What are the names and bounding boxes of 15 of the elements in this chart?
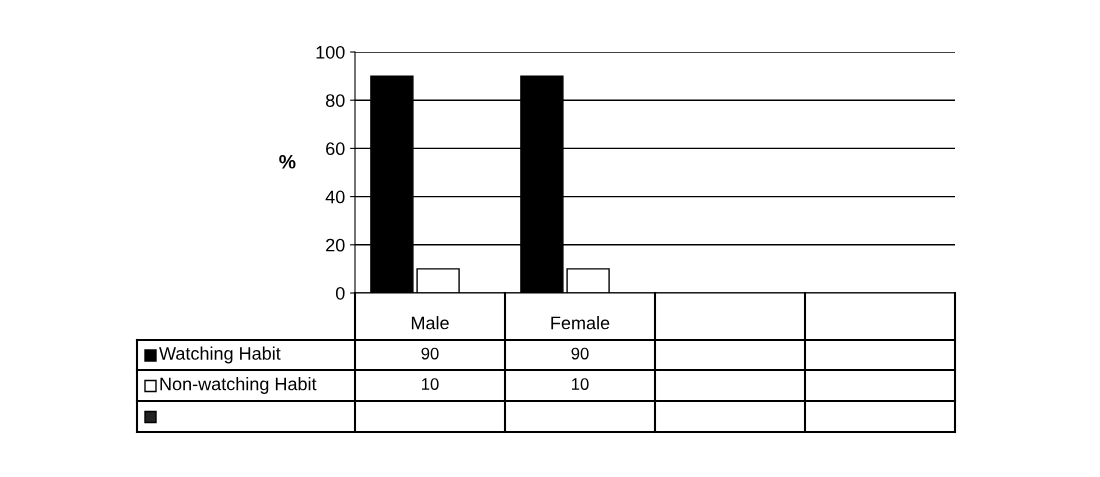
y-tick-label: 0 (335, 286, 345, 300)
y-tick-label: 80 (325, 94, 345, 107)
y-tick-label: 40 (325, 190, 345, 204)
data-label: 90 (571, 347, 589, 360)
data-label: 10 (572, 378, 589, 390)
y-axis-title: % (279, 154, 296, 169)
x-tick-label: Male (411, 316, 449, 330)
data-label: 90 (421, 347, 439, 360)
y-tick-label: 100 (316, 45, 345, 59)
y-tick-label: 60 (326, 142, 345, 156)
x-tick-label: Female (551, 316, 610, 330)
y-tick-label: 20 (326, 238, 345, 252)
legend-label: Watching Habit (159, 346, 281, 364)
legend-label: Non-watching Habit (160, 377, 317, 394)
data-label: 10 (422, 378, 439, 390)
